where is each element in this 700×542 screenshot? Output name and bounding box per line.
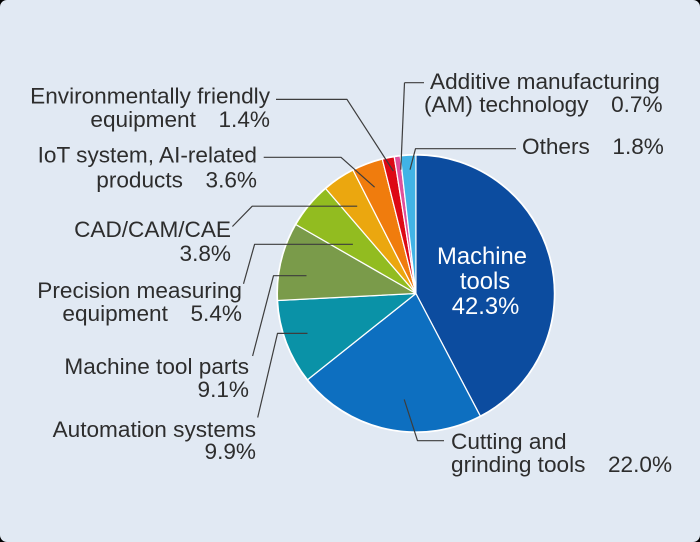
svg-text:Machine: Machine [437, 243, 527, 270]
svg-text:(AM) technology 0.7%: (AM) technology 0.7% [424, 92, 663, 117]
svg-text:equipment 5.4%: equipment 5.4% [62, 301, 242, 326]
svg-text:Automation systems: Automation systems [53, 417, 256, 442]
svg-text:Others 1.8%: Others 1.8% [522, 134, 664, 159]
svg-text:CAD/CAM/CAE: CAD/CAM/CAE [74, 217, 231, 242]
svg-text:products 3.6%: products 3.6% [96, 168, 257, 193]
svg-text:42.3%: 42.3% [452, 293, 519, 320]
svg-text:equipment 1.4%: equipment 1.4% [90, 107, 270, 132]
svg-text:9.1%: 9.1% [198, 377, 250, 402]
svg-text:Precision measuring: Precision measuring [37, 278, 242, 303]
svg-text:9.9%: 9.9% [205, 439, 257, 464]
svg-text:Cutting and: Cutting and [451, 429, 567, 454]
svg-text:Environmentally friendly: Environmentally friendly [30, 84, 271, 109]
svg-text:grinding tools 22.0%: grinding tools 22.0% [451, 452, 672, 477]
svg-text:Additive manufacturing: Additive manufacturing [430, 69, 660, 94]
svg-text:IoT system, AI-related: IoT system, AI-related [38, 143, 257, 168]
svg-text:tools: tools [460, 268, 510, 295]
svg-text:3.8%: 3.8% [180, 241, 232, 266]
svg-text:Machine tool parts: Machine tool parts [64, 354, 249, 379]
